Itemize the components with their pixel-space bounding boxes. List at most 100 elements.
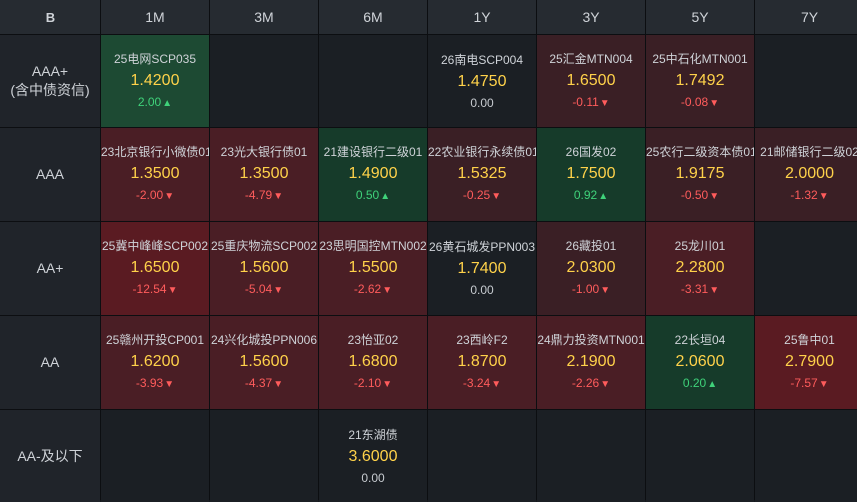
bond-change-value: -12.54 xyxy=(132,282,167,296)
bond-change-value: -4.37 xyxy=(244,376,273,390)
triangle-down-icon: ▼ xyxy=(818,191,829,202)
triangle-down-icon: ▼ xyxy=(709,97,720,109)
triangle-down-icon: ▼ xyxy=(491,191,502,202)
bond-cell[interactable]: 26藏投01 2.0300 -1.00▼ xyxy=(537,222,645,315)
bond-cell[interactable]: 25鲁中01 2.7900 -7.57▼ xyxy=(755,316,857,409)
bond-change-value: 0.00 xyxy=(470,283,494,297)
row-label-rating: AA-及以下 xyxy=(17,447,83,464)
bond-cell[interactable]: 25重庆物流SCP002 1.5600 -5.04▼ xyxy=(210,222,318,315)
bond-cell[interactable]: 23光大银行债01 1.3500 -4.79▼ xyxy=(210,128,318,221)
bond-cell[interactable]: 25中石化MTN001 1.7492 -0.08▼ xyxy=(646,35,754,127)
bond-change: -0.08▼ xyxy=(681,94,719,112)
bond-change-value: -0.08 xyxy=(680,94,709,109)
bond-change: 2.00▲ xyxy=(138,94,172,112)
column-header-1y[interactable]: 1Y xyxy=(428,0,536,34)
row-label: AA xyxy=(0,316,100,409)
bond-cell[interactable]: 23怡亚02 1.6800 -2.10▼ xyxy=(319,316,427,409)
bond-change-value: 0.00 xyxy=(361,470,385,485)
column-header-3y[interactable]: 3Y xyxy=(537,0,645,34)
bond-change: -0.11▼ xyxy=(572,94,609,112)
bond-change-value: -5.04 xyxy=(244,282,273,296)
bond-change-value: 0.92 xyxy=(573,188,598,202)
bond-yield: 1.3500 xyxy=(239,165,289,182)
empty-cell xyxy=(755,410,857,502)
triangle-down-icon: ▼ xyxy=(273,379,284,390)
bond-change: -12.54▼ xyxy=(133,281,178,299)
bond-name: 25汇金MTN004 xyxy=(549,51,633,66)
bond-cell[interactable]: 26黄石城发PPN003 1.7400 0.00 xyxy=(428,222,536,315)
bond-cell[interactable]: 22农业银行永续债01 1.5325 -0.25▼ xyxy=(428,128,536,221)
bond-change: 0.00 xyxy=(470,282,493,298)
column-header-7y[interactable]: 7Y xyxy=(755,0,857,34)
bond-cell[interactable]: 21邮储银行二级02 2.0000 -1.32▼ xyxy=(755,128,857,221)
bond-change-value: -3.31 xyxy=(680,282,709,296)
bond-cell[interactable]: 22长垣04 2.0600 0.20▲ xyxy=(646,316,754,409)
row-label-rating: AA+ xyxy=(36,260,64,276)
row-label-note: (含中债资信) xyxy=(10,82,90,98)
bond-change: 0.92▲ xyxy=(574,187,608,205)
bond-change-value: -0.25 xyxy=(462,188,491,202)
bond-change: 0.20▲ xyxy=(683,375,717,393)
column-header-5y[interactable]: 5Y xyxy=(646,0,754,34)
bond-cell[interactable]: 26国发02 1.7500 0.92▲ xyxy=(537,128,645,221)
bond-change: -4.37▼ xyxy=(245,375,283,393)
row-label: AAA xyxy=(0,128,100,221)
bond-name: 25电网SCP035 xyxy=(113,51,197,66)
triangle-down-icon: ▼ xyxy=(273,191,284,202)
triangle-down-icon: ▼ xyxy=(491,379,502,390)
bond-change-value: -2.62 xyxy=(353,282,382,296)
bond-cell[interactable]: 21东湖债 3.6000 0.00 xyxy=(319,410,427,502)
bond-change: 0.50▲ xyxy=(356,187,390,205)
bond-yield: 2.2800 xyxy=(675,259,725,276)
bond-cell[interactable]: 25龙川01 2.2800 -3.31▼ xyxy=(646,222,754,315)
bond-cell[interactable]: 24鼎力投资MTN001 2.1900 -2.26▼ xyxy=(537,316,645,409)
bond-yield: 2.0600 xyxy=(675,353,725,370)
triangle-down-icon: ▼ xyxy=(382,379,393,390)
column-header-3m[interactable]: 3M xyxy=(210,0,318,34)
bond-cell[interactable]: 23思明国控MTN002 1.5500 -2.62▼ xyxy=(319,222,427,315)
bond-yield: 1.6500 xyxy=(566,71,616,89)
bond-name: 25赣州开投CP001 xyxy=(105,333,205,347)
bond-cell[interactable]: 25汇金MTN004 1.6500 -0.11▼ xyxy=(537,35,645,127)
bond-name: 23怡亚02 xyxy=(347,333,399,347)
bond-change: -7.57▼ xyxy=(790,375,828,393)
triangle-up-icon: ▲ xyxy=(598,191,609,202)
empty-cell xyxy=(210,35,318,127)
column-header-1m[interactable]: 1M xyxy=(101,0,209,34)
triangle-up-icon: ▲ xyxy=(162,97,173,109)
bond-cell[interactable]: 23西岭F2 1.8700 -3.24▼ xyxy=(428,316,536,409)
bond-yield: 1.6200 xyxy=(130,353,180,370)
empty-cell xyxy=(101,410,209,502)
bond-cell[interactable]: 23北京银行小微债01 1.3500 -2.00▼ xyxy=(101,128,209,221)
bond-yield: 3.6000 xyxy=(348,447,398,465)
bond-cell[interactable]: 24兴化城投PPN006 1.5600 -4.37▼ xyxy=(210,316,318,409)
bond-name: 23西岭F2 xyxy=(456,333,508,347)
bond-cell[interactable]: 21建设银行二级01 1.4900 0.50▲ xyxy=(319,128,427,221)
triangle-down-icon: ▼ xyxy=(599,97,610,109)
empty-cell xyxy=(210,410,318,502)
bond-change: -3.31▼ xyxy=(681,281,719,299)
bond-yield: 2.0000 xyxy=(785,165,834,182)
bond-change: -0.50▼ xyxy=(681,187,719,205)
triangle-down-icon: ▼ xyxy=(600,285,611,296)
empty-cell xyxy=(428,410,536,502)
corner-header[interactable]: B xyxy=(0,0,100,34)
bond-change-value: -2.26 xyxy=(571,376,600,390)
empty-cell xyxy=(537,410,645,502)
bond-cell[interactable]: 25冀中峰峰SCP002 1.6500 -12.54▼ xyxy=(101,222,209,315)
column-header-6m[interactable]: 6M xyxy=(319,0,427,34)
bond-cell[interactable]: 25电网SCP035 1.4200 2.00▲ xyxy=(101,35,209,127)
triangle-up-icon: ▲ xyxy=(707,379,718,390)
bond-cell[interactable]: 25赣州开投CP001 1.6200 -3.93▼ xyxy=(101,316,209,409)
bond-cell[interactable]: 26南电SCP004 1.4750 0.00 xyxy=(428,35,536,127)
bond-cell[interactable]: 25农行二级资本债01 1.9175 -0.50▼ xyxy=(646,128,754,221)
bond-name: 23光大银行债01 xyxy=(220,145,308,159)
triangle-down-icon: ▼ xyxy=(167,285,178,296)
bond-change: -4.79▼ xyxy=(245,187,283,205)
bond-change: -2.00▼ xyxy=(136,187,174,205)
row-label-rating: AAA xyxy=(35,166,64,182)
bond-name: 25鲁中01 xyxy=(784,333,835,347)
row-label: AA-及以下 xyxy=(0,410,100,502)
bond-change: 0.00 xyxy=(361,470,384,486)
